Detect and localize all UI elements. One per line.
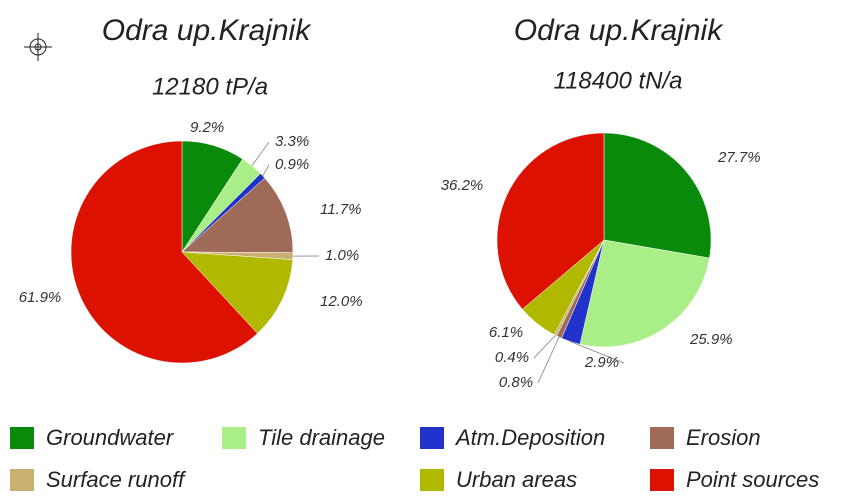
value-label: 11.7%: [320, 201, 361, 218]
pie-slice: [603, 132, 712, 259]
value-label: 25.9%: [689, 331, 733, 348]
leader-line: [537, 336, 560, 384]
value-label: 12.0%: [320, 293, 363, 310]
value-label: 3.3%: [275, 133, 309, 150]
value-label: 0.4%: [495, 349, 529, 366]
chart-title: Odra up.Krajnik: [102, 14, 312, 47]
value-label: 1.0%: [325, 247, 359, 264]
value-label: 0.8%: [499, 374, 533, 391]
leader-line: [570, 341, 625, 364]
pie-slice: [70, 140, 258, 364]
value-label: 27.7%: [717, 149, 761, 166]
pie-slice: [496, 132, 605, 310]
legend-label: Erosion: [686, 425, 761, 450]
value-label: 6.1%: [489, 324, 523, 341]
pie-slice: [181, 251, 294, 334]
legend-label: Atm.Deposition: [454, 425, 605, 450]
chart-title: Odra up.Krajnik: [514, 14, 724, 47]
legend-swatch: [650, 469, 674, 491]
value-label: 61.9%: [19, 289, 62, 306]
legend-label: Urban areas: [456, 467, 577, 492]
leader-line: [251, 141, 270, 167]
legend-label: Point sources: [686, 467, 819, 492]
value-label: 0.9%: [275, 156, 309, 173]
leader-line: [533, 334, 556, 359]
legend-label: Tile drainage: [258, 425, 385, 450]
pie-slice: [181, 177, 294, 253]
crosshair-icon: [24, 33, 52, 61]
value-label: 36.2%: [441, 177, 484, 194]
pie-slice: [579, 239, 710, 348]
legend-swatch: [10, 469, 34, 491]
legend-swatch: [222, 427, 246, 449]
value-label: 2.9%: [584, 354, 619, 371]
legend-swatch: [420, 427, 444, 449]
legend-swatch: [10, 427, 34, 449]
legend-label: Groundwater: [46, 425, 175, 450]
legend-swatch: [420, 469, 444, 491]
legend-swatch: [650, 427, 674, 449]
chart-subtitle: 12180 tP/a: [152, 73, 268, 100]
chart-subtitle: 118400 tN/a: [554, 67, 683, 94]
legend-label: Surface runoff: [46, 467, 187, 492]
leader-line: [262, 164, 270, 177]
value-label: 9.2%: [190, 119, 224, 136]
